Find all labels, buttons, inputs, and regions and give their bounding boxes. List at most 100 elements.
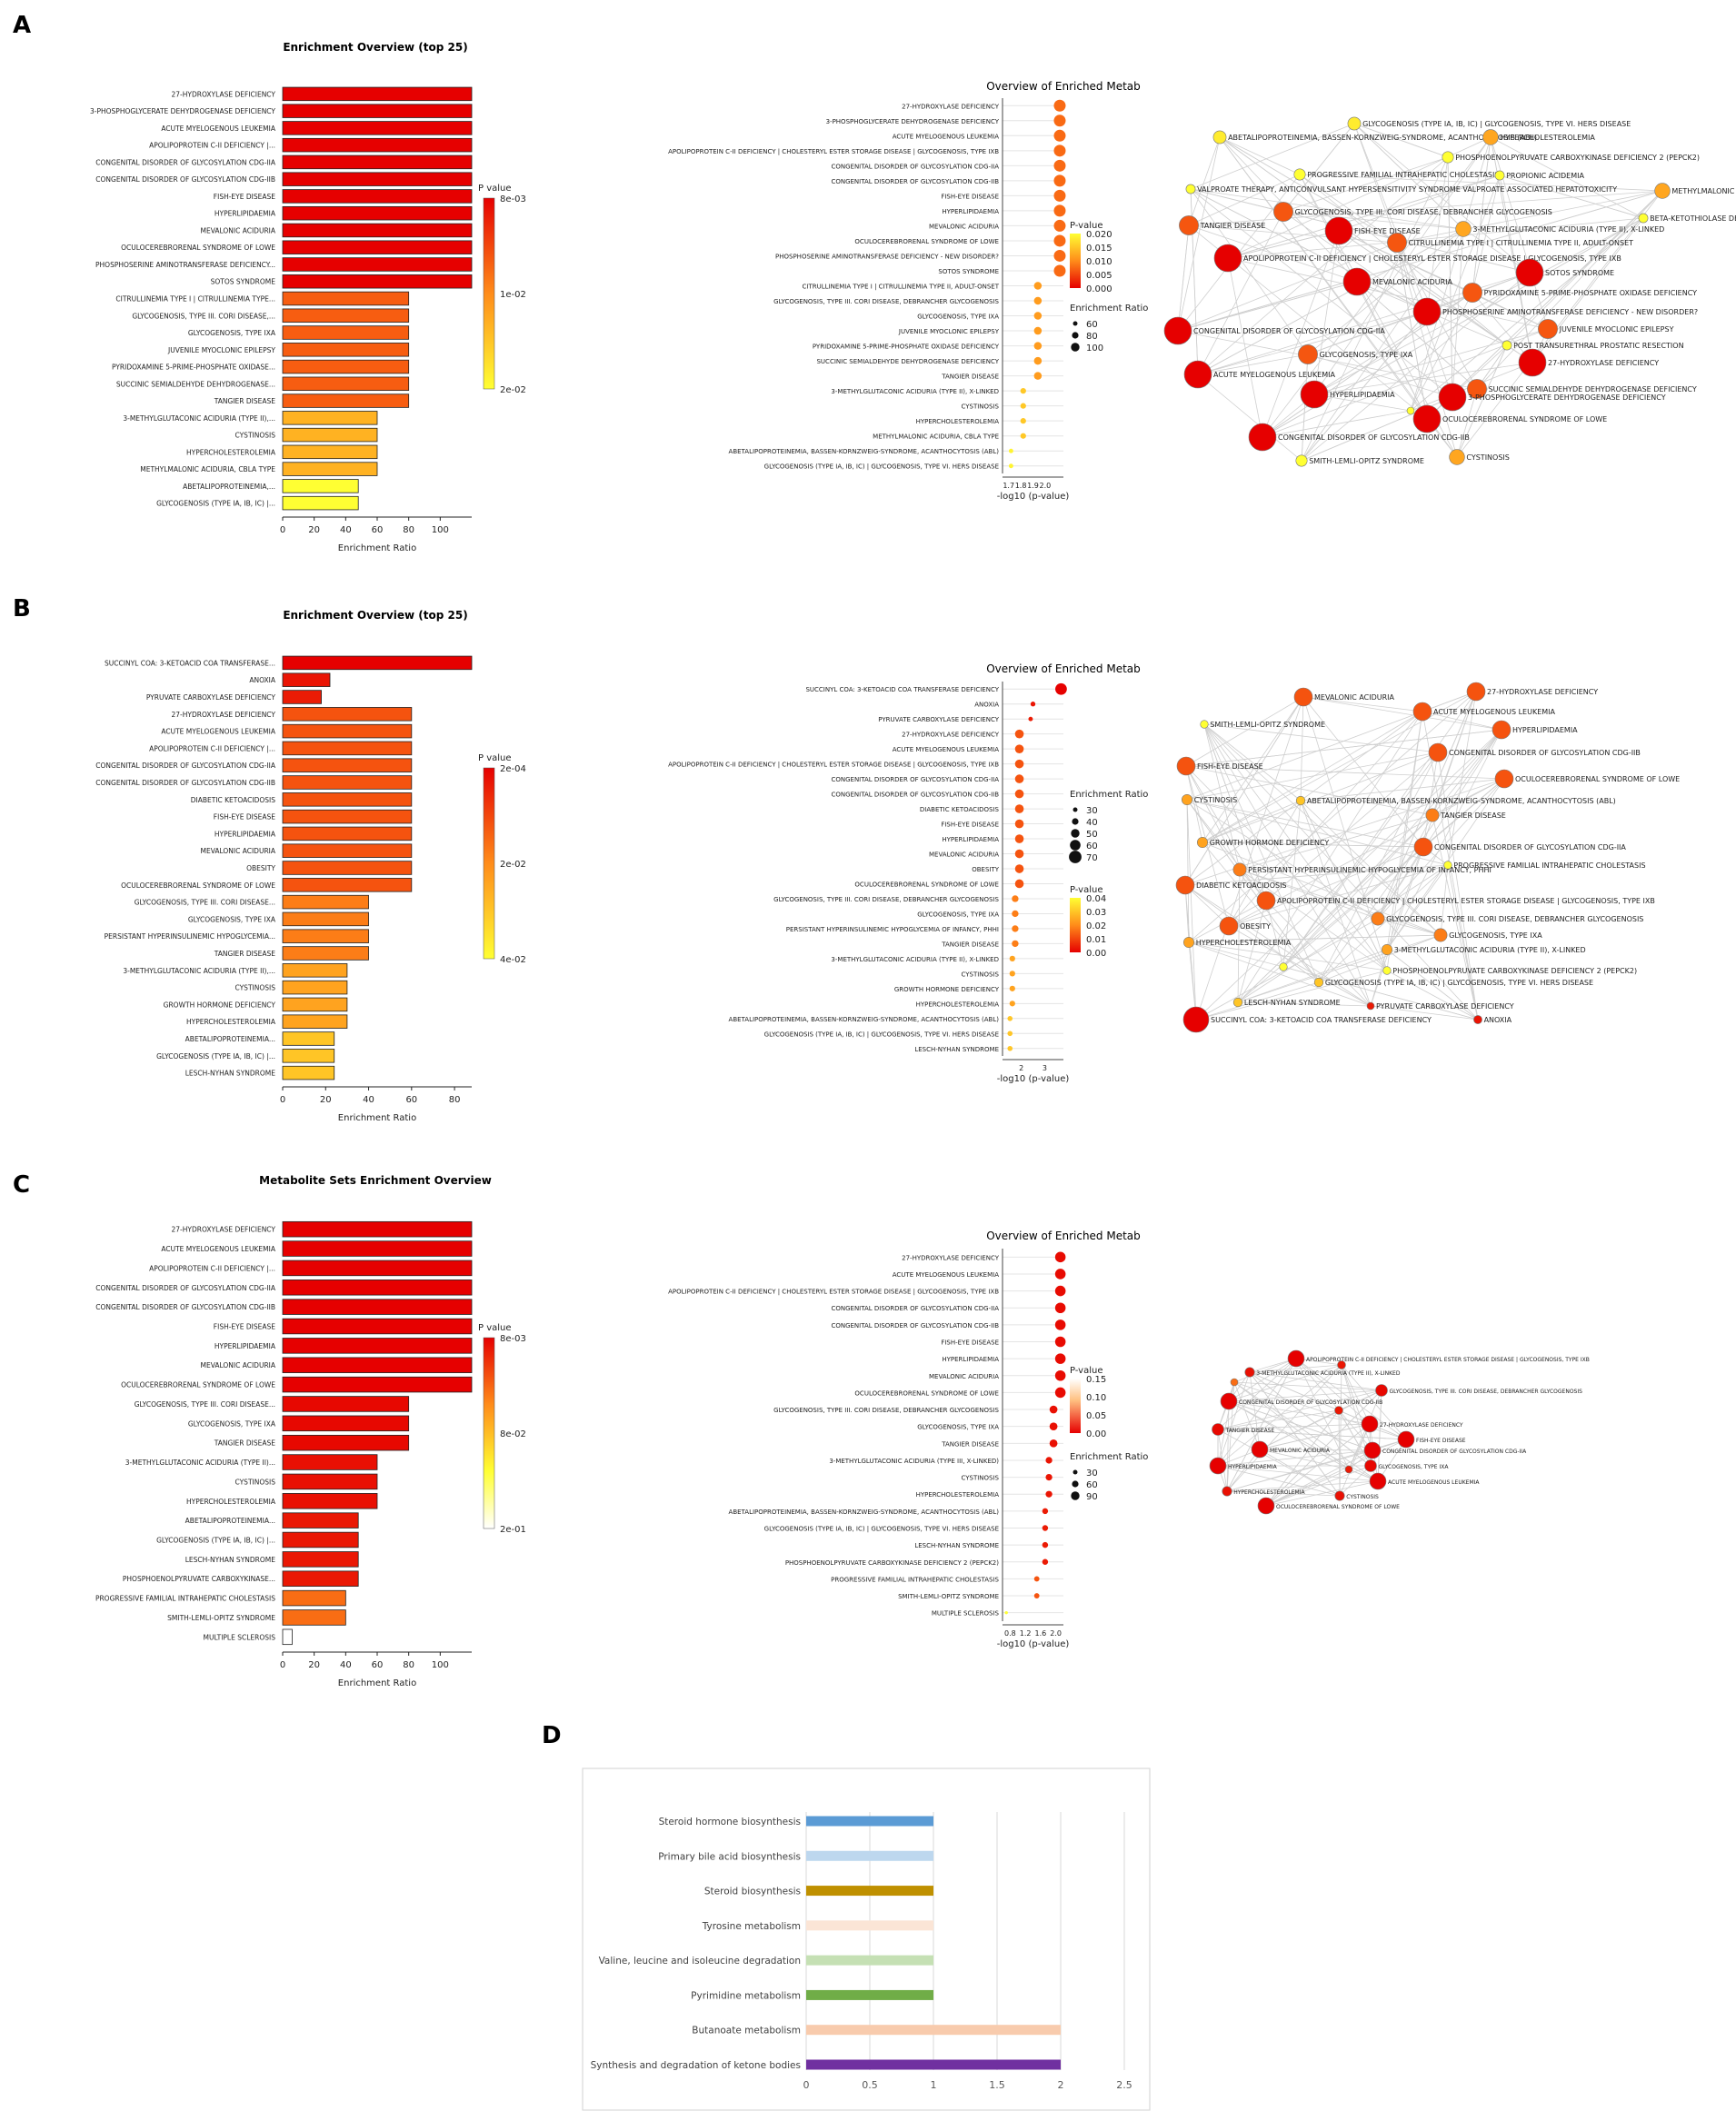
network-edge [1410,292,1473,412]
network-node [1183,360,1212,389]
network-edge [1422,711,1502,731]
bar [282,1493,378,1509]
network-edge [1190,188,1309,355]
network-node [1382,966,1392,975]
category-label: TANGIER DISEASE [941,1440,999,1448]
category-label: GLYCOGENOSIS (TYPE IA, IB, IC) | GLYCOGE… [764,1526,999,1533]
network-node [1492,720,1512,740]
category-label: GLYCOGENOSIS, TYPE IXA [917,314,999,321]
network-edge [1265,1439,1407,1507]
x-tick-label: 80 [449,1095,461,1105]
legend-ratio-dot [1071,343,1080,352]
network-edge [1339,1364,1342,1497]
chart-title: Metabolite Sets Enrichment Overview [259,1174,492,1187]
network-node-label: CYSTINOSIS [1194,796,1237,804]
network-node-label: LESCH-NYHAN SYNDROME [1244,999,1341,1007]
x-axis-label: Enrichment Ratio [338,1678,416,1688]
network-edge [1239,869,1442,936]
network-node [1482,129,1499,145]
bar [282,411,378,425]
data-point [1007,1031,1013,1037]
x-tick-label: 2 [1058,2079,1064,2091]
bar [282,1531,359,1548]
network-node-label: FISH-EYE DISEASE [1354,227,1421,235]
network-edge [1282,211,1464,230]
network-node-label: 3-PHOSPHOGLYCERATE DEHYDROGENASE DEFICIE… [1468,393,1666,402]
x-tick-label: 0 [803,2079,810,2091]
network-edge [1237,1001,1372,1007]
x-axis-label: Enrichment Ratio [338,543,416,553]
network-edge [1233,1381,1382,1391]
network-node-label: GLYCOGENOSIS, TYPE III. CORI DISEASE, DE… [1390,1389,1583,1395]
network-node [1337,1360,1346,1369]
category-label: FISH-EYE DISEASE [214,813,275,822]
category-label: HYPERCHOLESTEROLEMIA [916,1001,1000,1008]
bar [806,1989,933,2000]
data-point [1053,144,1066,157]
network-node-label: SMITH-LEMLI-OPITZ SYNDROME [1309,457,1424,465]
network-edge [1265,1469,1350,1507]
network-edge [1426,156,1449,313]
chart-title: Overview of Enriched Metab [986,662,1141,675]
bar [282,672,331,687]
network-edge [1259,1449,1373,1451]
category-label: GLYCOGENOSIS (TYPE IA, IB, IC) | GLYCOGE… [764,1031,999,1038]
network-edge [1237,949,1388,1003]
category-label: HYPERCHOLESTEROLEMIA [186,1498,276,1506]
network-edge [1188,934,1442,943]
legend-pvalue-tick: 0.10 [1086,1393,1106,1403]
legend-ratio-dot [1071,1491,1080,1500]
network-edge [1190,188,1428,313]
network-edge [1426,190,1663,420]
category-label: CONGENITAL DISORDER OF GLYCOSYLATION CDG… [831,792,999,799]
data-point [1009,955,1015,962]
network-edge [1353,123,1464,230]
data-point [1033,326,1043,335]
network-node [1179,215,1199,235]
panel-label-d: D [542,1722,562,1749]
category-label: HYPERCHOLESTEROLEMIA [916,418,1000,425]
network-edge [1265,1409,1340,1507]
network-edge [1202,696,1304,843]
network-edge [1202,841,1320,983]
network-edge [1295,1358,1371,1425]
bar [282,257,473,272]
category-label: CONGENITAL DISORDER OF GLYCOSYLATION CDG… [831,163,999,170]
x-tick-label: 1.8 [1015,482,1027,490]
network-edge [1300,800,1442,936]
data-point [1054,1302,1066,1314]
legend-pvalue-tick: 0.010 [1086,257,1112,267]
x-tick-label: 2.0 [1050,1629,1062,1638]
network-edge [1370,1005,1479,1021]
category-label: Valine, leucine and isoleucine degradati… [599,1956,801,1967]
bar [282,274,473,289]
network-edge [1301,272,1531,462]
network-edge [1259,1409,1340,1450]
network-node [1219,916,1239,936]
x-tick-label: 1 [931,2079,937,2091]
network-node [1232,862,1247,877]
x-tick-label: 0 [280,1095,285,1105]
network-node [1518,348,1547,377]
x-tick-label: 0 [280,1660,285,1670]
network-edge [1188,136,1221,226]
network-node [1538,319,1558,339]
network-edge [1282,211,1428,313]
network-edge [1377,778,1505,920]
legend-tick-label: 4e-02 [500,955,526,965]
category-label: HYPERLIPIDAEMIA [215,1342,276,1350]
bar [282,343,410,357]
network-edge [1265,1449,1373,1507]
network-node [1654,183,1671,199]
data-point [1033,296,1043,305]
bar [282,1338,473,1354]
network-edge [1262,410,1412,438]
network-edge [1447,864,1479,1021]
category-label: 3-PHOSPHOGLYCERATE DEHYDROGENASE DEFICIE… [826,118,1000,125]
legend-colorbar [483,1337,495,1529]
category-label: PYRIDOXAMINE 5-PRIME-PHOSPHATE OXIDASE D… [813,344,1000,351]
network-edge [1228,925,1372,1007]
network-node-label: HYPERCHOLESTEROLEMIA [1196,939,1292,947]
network-edge [1302,696,1388,971]
legend-pvalue-tick: 0.00 [1086,949,1106,959]
